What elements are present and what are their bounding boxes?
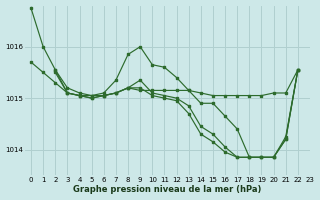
- X-axis label: Graphe pression niveau de la mer (hPa): Graphe pression niveau de la mer (hPa): [73, 185, 262, 194]
